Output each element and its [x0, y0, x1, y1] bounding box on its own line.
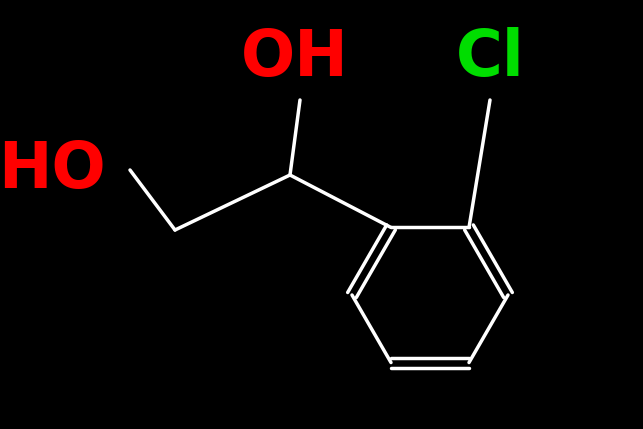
Text: HO: HO	[0, 139, 106, 201]
Text: OH: OH	[241, 27, 349, 89]
Text: Cl: Cl	[456, 27, 525, 89]
